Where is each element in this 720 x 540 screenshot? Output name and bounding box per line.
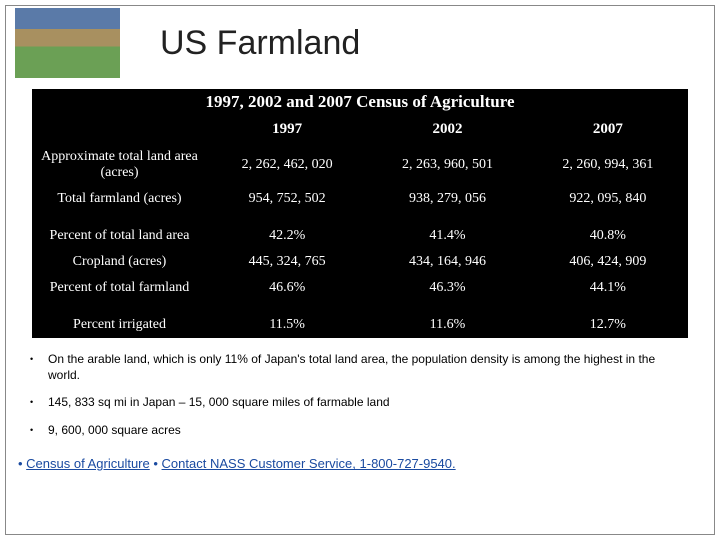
slide-frame	[5, 5, 715, 535]
